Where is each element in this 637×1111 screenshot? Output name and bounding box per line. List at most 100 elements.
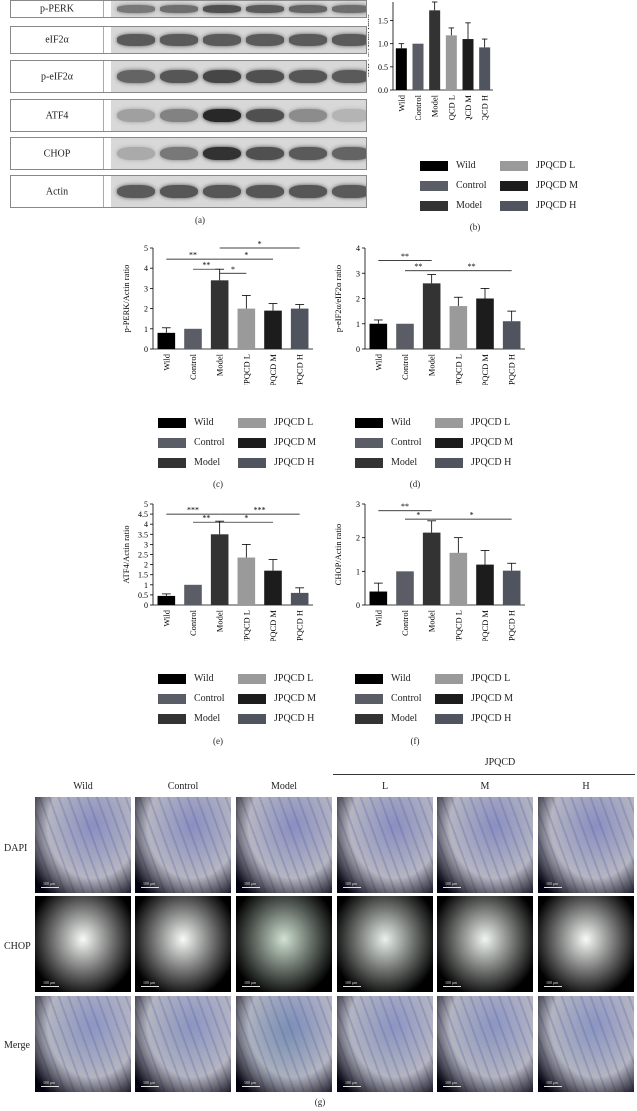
x-tick-label: Control — [400, 609, 410, 636]
legend-swatch — [238, 457, 266, 468]
legend-item: JPQCD H — [238, 457, 314, 468]
legend-item: JPQCD L — [238, 417, 313, 428]
bar — [422, 532, 441, 605]
scale-bar — [343, 887, 361, 888]
y-axis-label: CHOP/Actin ratio — [333, 524, 343, 586]
scale-bar — [343, 986, 361, 987]
micrograph-row-label: Merge — [4, 1040, 30, 1051]
micrograph-image: 100 μm — [337, 996, 433, 1092]
blot-band — [289, 34, 327, 46]
x-tick-label: JPQCD H — [507, 610, 517, 641]
micrograph-image: 100 μm — [35, 797, 131, 893]
legend-swatch — [435, 457, 463, 468]
scale-bar — [141, 887, 159, 888]
bar — [476, 298, 494, 349]
significance-label: ** — [401, 502, 409, 511]
scale-bar-label: 100 μm — [244, 1080, 257, 1085]
legend-swatch — [238, 713, 266, 724]
y-tick-label: 1 — [144, 325, 148, 334]
blot-label-cell: ATF4 — [11, 100, 104, 131]
y-tick-label: 1.0 — [378, 40, 388, 49]
blot-band — [117, 5, 155, 13]
blot-band — [160, 146, 198, 161]
bar — [462, 39, 474, 90]
legend-item: Model — [355, 457, 417, 468]
legend-item: JPQCD L — [238, 673, 313, 684]
micrograph-column-label: L — [381, 781, 389, 792]
scale-bar-label: 100 μm — [546, 881, 559, 886]
micrograph-image: 100 μm — [135, 896, 231, 992]
y-tick-label: 3 — [144, 284, 148, 293]
micrograph-row-label: CHOP — [4, 941, 31, 952]
legend-label: Wild — [194, 417, 214, 428]
legend-swatch — [420, 180, 448, 191]
scale-bar-label: 100 μm — [43, 980, 56, 985]
x-tick-label: JPQCD M — [268, 354, 278, 385]
legend-label: JPQCD L — [471, 673, 511, 684]
legend-swatch — [158, 457, 186, 468]
blot-row: CHOP — [10, 137, 367, 170]
y-tick-label: 3 — [356, 500, 360, 509]
scale-bar — [544, 1086, 562, 1087]
x-tick-label: JPQCD H — [295, 610, 305, 641]
y-tick-label: 4 — [144, 264, 148, 273]
legend-item: Model — [158, 713, 220, 724]
scale-bar-label: 100 μm — [445, 980, 458, 985]
legend-label: Wild — [194, 673, 214, 684]
significance-label: * — [244, 251, 248, 260]
scale-bar-label: 100 μm — [546, 1080, 559, 1085]
significance-label: * — [258, 240, 262, 249]
x-tick-label: JPQCD L — [453, 354, 463, 385]
scale-bar-label: 100 μm — [244, 980, 257, 985]
scale-bar-label: 100 μm — [345, 1080, 358, 1085]
x-tick-label: JPQCD M — [463, 95, 473, 120]
scale-bar — [141, 986, 159, 987]
x-tick-label: JPQCD M — [480, 610, 490, 641]
x-tick-label: Wild — [396, 94, 406, 111]
legend-label: Wild — [391, 417, 411, 428]
bar — [210, 534, 229, 605]
blot-row: p-eIF2α — [10, 60, 367, 93]
x-tick-label: Model — [427, 353, 437, 376]
legend-item: JPQCD L — [435, 417, 510, 428]
scale-bar — [41, 887, 59, 888]
significance-label: * — [416, 511, 420, 520]
blot-label-cell: p-eIF2α — [11, 61, 104, 92]
x-tick-label: JPQCD M — [268, 610, 278, 641]
x-tick-label: Model — [430, 94, 440, 117]
micrograph-column-label: Control — [167, 781, 199, 792]
legend-item: Control — [355, 437, 422, 448]
y-tick-label: 1 — [356, 320, 360, 329]
x-tick-label: JPQCD L — [453, 610, 463, 641]
blot-image — [111, 1, 366, 17]
significance-label: *** — [187, 506, 199, 515]
scale-bar-label: 100 μm — [345, 881, 358, 886]
significance-label: ** — [202, 514, 210, 523]
legend-label: JPQCD H — [471, 713, 512, 724]
legend-label: Control — [194, 693, 225, 704]
micrograph-column-label: Model — [270, 781, 298, 792]
blot-band — [289, 5, 327, 13]
chart-d-p-eif2a: 0 1 2 3 4 p-eIF2α/eIF2α ratio Wild Control Model… — [333, 244, 525, 385]
micrograph-image: 100 μm — [236, 797, 332, 893]
blot-band — [332, 5, 366, 13]
scale-bar-label: 100 μm — [244, 881, 257, 886]
legend-swatch — [355, 437, 383, 448]
legend-swatch — [435, 437, 463, 448]
significance-label: ** — [414, 262, 422, 271]
y-tick-label: 1 — [144, 581, 148, 590]
micrograph-image: 100 μm — [538, 896, 634, 992]
bar — [157, 595, 176, 605]
legend-label: JPQCD H — [274, 713, 315, 724]
micrograph-image: 100 μm — [538, 996, 634, 1092]
significance-label: ** — [189, 251, 197, 260]
significance-label: *** — [254, 506, 266, 515]
y-tick-label: 2 — [356, 534, 360, 543]
jpqcd-group-label: JPQCD — [484, 757, 516, 768]
x-tick-label: Wild — [373, 353, 383, 370]
legend-label: JPQCD L — [274, 673, 314, 684]
blot-row: Actin — [10, 175, 367, 208]
blot-row-label: p-eIF2α — [41, 71, 73, 82]
blot-band — [246, 69, 284, 84]
blot-band — [203, 34, 241, 46]
